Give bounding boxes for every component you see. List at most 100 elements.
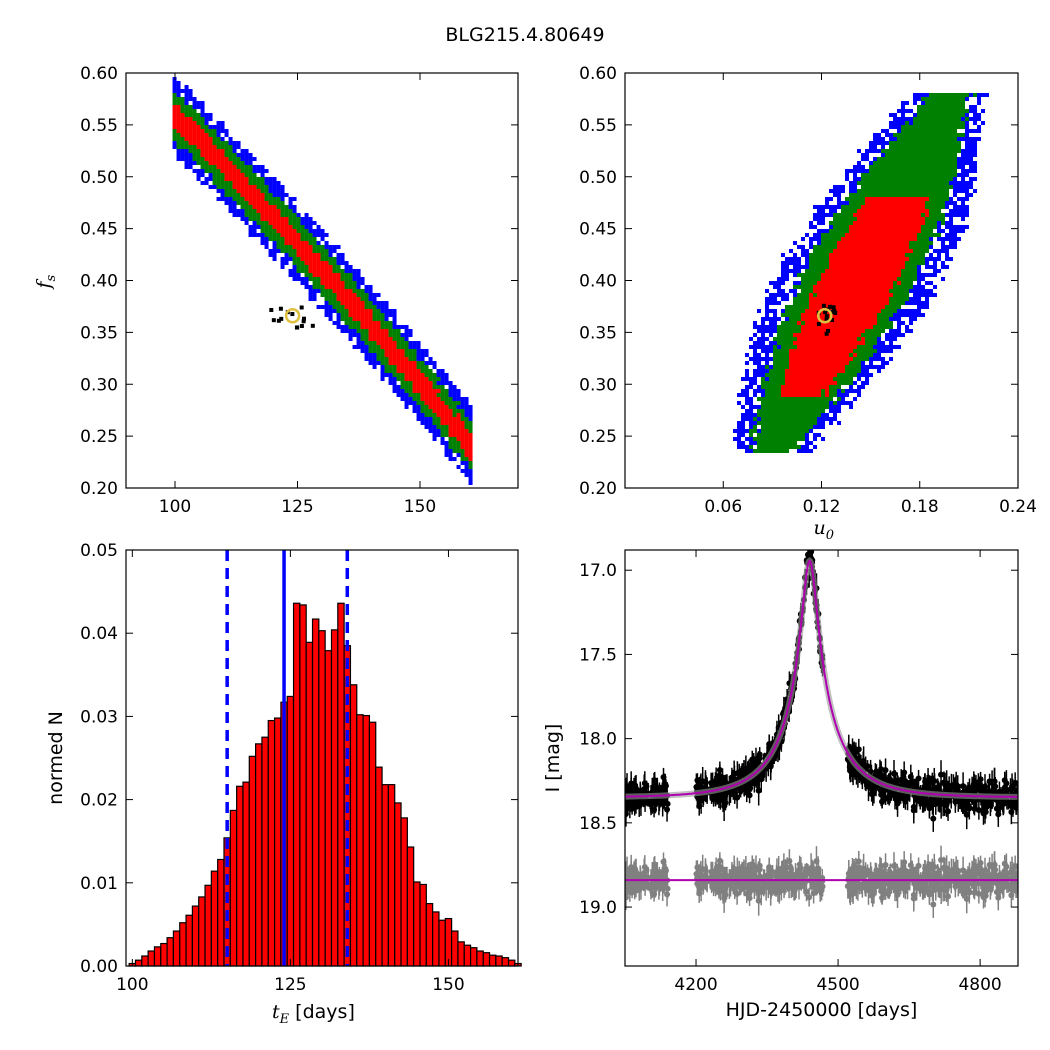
density-cell — [793, 257, 797, 261]
density-cell — [785, 297, 789, 301]
density-cell — [412, 389, 417, 393]
density-cell — [905, 309, 909, 313]
density-cell — [228, 185, 233, 189]
density-cell — [953, 213, 957, 217]
histogram-bar — [273, 717, 282, 967]
density-cell — [825, 277, 829, 281]
density-cell — [909, 261, 913, 265]
density-cell — [240, 169, 245, 173]
density-cell — [873, 213, 877, 217]
density-cell — [212, 153, 217, 157]
density-cell — [392, 317, 397, 321]
density-cell — [853, 329, 857, 333]
density-cell — [276, 213, 281, 217]
density-cell — [921, 197, 925, 201]
density-cell — [789, 333, 793, 337]
density-cell — [192, 137, 197, 141]
density-cell — [937, 149, 941, 153]
density-cell — [789, 413, 793, 417]
density-cell — [929, 125, 933, 129]
density-cell — [885, 269, 889, 273]
density-cell — [801, 417, 805, 421]
density-cell — [172, 125, 177, 129]
density-cell — [240, 205, 245, 209]
density-cell — [925, 273, 929, 277]
density-cell — [400, 353, 405, 357]
density-cell — [917, 281, 921, 285]
density-cell — [228, 141, 233, 145]
density-cell — [240, 165, 245, 169]
density-cell — [224, 173, 229, 177]
density-cell — [857, 357, 861, 361]
density-cell — [356, 321, 361, 325]
density-cell — [268, 205, 273, 209]
density-cell — [384, 305, 389, 309]
density-cell — [945, 233, 949, 237]
density-cell — [280, 245, 285, 249]
density-cell — [909, 177, 913, 181]
density-cell — [288, 249, 293, 253]
density-cell — [777, 349, 781, 353]
density-cell — [865, 309, 869, 313]
density-cell — [937, 181, 941, 185]
density-cell — [821, 221, 825, 225]
density-cell — [813, 225, 817, 229]
density-cell — [905, 101, 909, 105]
density-cell — [328, 245, 333, 249]
density-cell — [801, 289, 805, 293]
density-cell — [889, 181, 893, 185]
density-cell — [745, 413, 749, 417]
density-cell — [901, 229, 905, 233]
density-cell — [941, 217, 945, 221]
density-cell — [220, 149, 225, 153]
density-cell — [773, 361, 777, 365]
density-cell — [260, 221, 265, 225]
density-cell — [929, 173, 933, 177]
density-cell — [869, 205, 873, 209]
density-cell — [929, 193, 933, 197]
residual-point — [626, 872, 633, 879]
density-cell — [761, 341, 765, 345]
density-cell — [861, 309, 865, 313]
density-cell — [905, 233, 909, 237]
density-cell — [785, 325, 789, 329]
density-cell — [817, 273, 821, 277]
density-cell — [841, 305, 845, 309]
density-cell — [464, 409, 469, 413]
density-cell — [845, 377, 849, 381]
density-cell — [364, 345, 369, 349]
density-cell — [873, 253, 877, 257]
density-cell — [240, 161, 245, 165]
density-cell — [861, 265, 865, 269]
density-cell — [845, 357, 849, 361]
density-cell — [893, 225, 897, 229]
density-cell — [757, 433, 761, 437]
density-cell — [400, 349, 405, 353]
density-cell — [360, 281, 365, 285]
density-cell — [909, 137, 913, 141]
density-cell — [865, 173, 869, 177]
density-cell — [781, 345, 785, 349]
density-cell — [881, 341, 885, 345]
density-cell — [793, 309, 797, 313]
density-cell — [797, 333, 801, 337]
density-cell — [468, 409, 473, 413]
density-cell — [248, 177, 253, 181]
density-cell — [833, 353, 837, 357]
density-cell — [336, 313, 341, 317]
density-cell — [356, 301, 361, 305]
density-cell — [753, 425, 757, 429]
density-cell — [232, 153, 237, 157]
density-cell — [841, 353, 845, 357]
density-cell — [825, 349, 829, 353]
density-cell — [853, 321, 857, 325]
density-cell — [769, 297, 773, 301]
density-cell — [897, 233, 901, 237]
density-cell — [801, 253, 805, 257]
density-cell — [320, 293, 325, 297]
density-cell — [773, 337, 777, 341]
density-cell — [777, 445, 781, 449]
density-cell — [352, 329, 357, 333]
density-cell — [805, 297, 809, 301]
